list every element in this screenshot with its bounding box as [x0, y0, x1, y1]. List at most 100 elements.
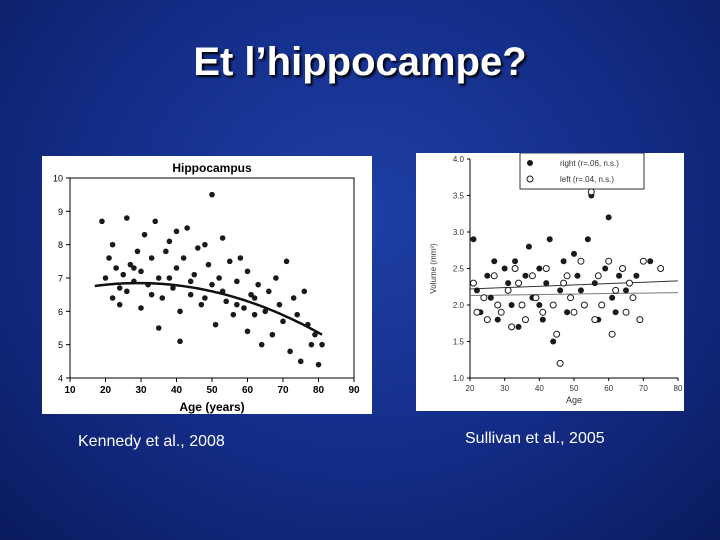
data-point: [155, 275, 162, 281]
y-tick-label: 10: [53, 174, 63, 184]
data-point-right: [616, 272, 623, 279]
fit-curve: [94, 281, 323, 336]
data-point: [273, 275, 279, 281]
data-point: [223, 298, 229, 305]
data-point: [173, 265, 180, 271]
right-chart-svg: 20 30 40 50 60 70 80 1.0 1.5 2.0 2.5 3.0 3.5 4.0 Age Vo…: [429, 153, 683, 405]
data-point-right: [647, 258, 654, 265]
legend-marker-right: [527, 160, 533, 166]
data-point-right: [508, 302, 515, 308]
data-point: [209, 281, 215, 288]
y-tick-label: 2.0: [453, 301, 465, 310]
data-point: [205, 261, 212, 268]
x-tick-label: 70: [639, 384, 648, 393]
data-point: [163, 248, 169, 255]
data-point: [237, 255, 244, 261]
data-point: [148, 291, 155, 298]
data-point-left: [473, 308, 481, 316]
data-point: [191, 271, 198, 278]
y-tick-label: 3.5: [453, 192, 465, 201]
data-point: [266, 288, 272, 295]
data-point: [173, 228, 180, 235]
data-point-left: [483, 316, 491, 324]
data-point-left: [598, 301, 606, 309]
y-tick-label: 7: [58, 274, 63, 284]
data-point-right: [491, 258, 498, 265]
data-point-right: [536, 265, 543, 272]
data-point: [251, 311, 258, 318]
data-point-left: [591, 316, 599, 324]
data-point-left: [622, 308, 630, 316]
data-point-left: [625, 279, 633, 287]
x-tick-label: 50: [570, 384, 579, 393]
left-chart-svg: Hippocampus 10 20 30 40 50 60 70 80 90 4 5 6 7 8 9 10 Age…: [53, 161, 360, 414]
data-point-right: [560, 258, 567, 265]
data-point: [283, 258, 290, 265]
y-tick-label: 2.5: [453, 265, 465, 274]
data-point: [166, 238, 173, 245]
data-point: [131, 265, 137, 271]
slide-title: Et l’hippocampe?: [193, 40, 527, 84]
data-point: [280, 318, 286, 325]
data-point: [106, 255, 112, 261]
data-point: [166, 275, 173, 281]
data-point: [138, 268, 144, 275]
data-point-left: [608, 330, 616, 338]
data-point-right: [525, 243, 532, 250]
data-point: [297, 358, 304, 365]
data-point-right: [633, 272, 640, 279]
data-point-right: [605, 214, 612, 221]
data-point: [269, 331, 276, 338]
data-point-left: [480, 294, 488, 302]
data-point: [248, 291, 254, 298]
data-point: [262, 308, 269, 315]
data-point-left: [553, 330, 561, 338]
data-point: [319, 341, 325, 348]
volume-age-chart: 20 30 40 50 60 70 80 1.0 1.5 2.0 2.5 3.0 3.5 4.0 Age Vo…: [416, 153, 684, 411]
fit-line-left: [469, 292, 679, 297]
data-point: [116, 301, 123, 308]
fit-line-right: [469, 280, 679, 290]
data-point-right: [577, 287, 584, 294]
data-point-right: [536, 302, 543, 308]
y-tick-label: 5: [58, 340, 63, 350]
data-point-left: [619, 265, 627, 272]
x-tick-label: 20: [100, 385, 112, 396]
plot-frame: [69, 177, 355, 379]
data-point-left: [497, 308, 505, 316]
y-tick-label: 9: [58, 207, 63, 217]
x-tick-label: 70: [277, 385, 289, 396]
data-point-right: [512, 258, 519, 265]
y-tick-label: 1.0: [453, 374, 465, 383]
data-point-right: [494, 316, 501, 323]
data-point-left: [511, 265, 519, 272]
data-point: [212, 321, 219, 328]
data-point: [294, 311, 300, 318]
data-point: [184, 225, 190, 231]
data-point: [290, 295, 297, 301]
data-point-left: [587, 188, 595, 196]
data-point: [234, 301, 240, 308]
data-point-left: [549, 301, 557, 309]
data-point: [255, 281, 261, 288]
y-tick-label: 4: [58, 374, 63, 384]
data-point-left: [570, 308, 578, 316]
data-point: [187, 278, 194, 285]
x-tick-label: 80: [313, 385, 325, 396]
data-point-right: [557, 287, 564, 294]
data-point-left: [508, 323, 516, 331]
data-point-left: [594, 272, 602, 280]
data-point: [216, 275, 222, 281]
data-point-right: [609, 294, 616, 301]
data-point-left: [605, 257, 613, 265]
data-point-left: [532, 294, 540, 302]
x-tick-label: 10: [64, 385, 76, 396]
x-tick-label: 30: [500, 384, 509, 393]
data-point-left: [639, 257, 647, 265]
left-caption: Kennedy et al., 2008: [78, 433, 225, 450]
x-tick-label: 50: [206, 385, 218, 396]
data-point: [315, 361, 322, 368]
data-point: [109, 241, 116, 248]
data-point-right: [470, 236, 477, 243]
data-point-right: [546, 236, 553, 243]
